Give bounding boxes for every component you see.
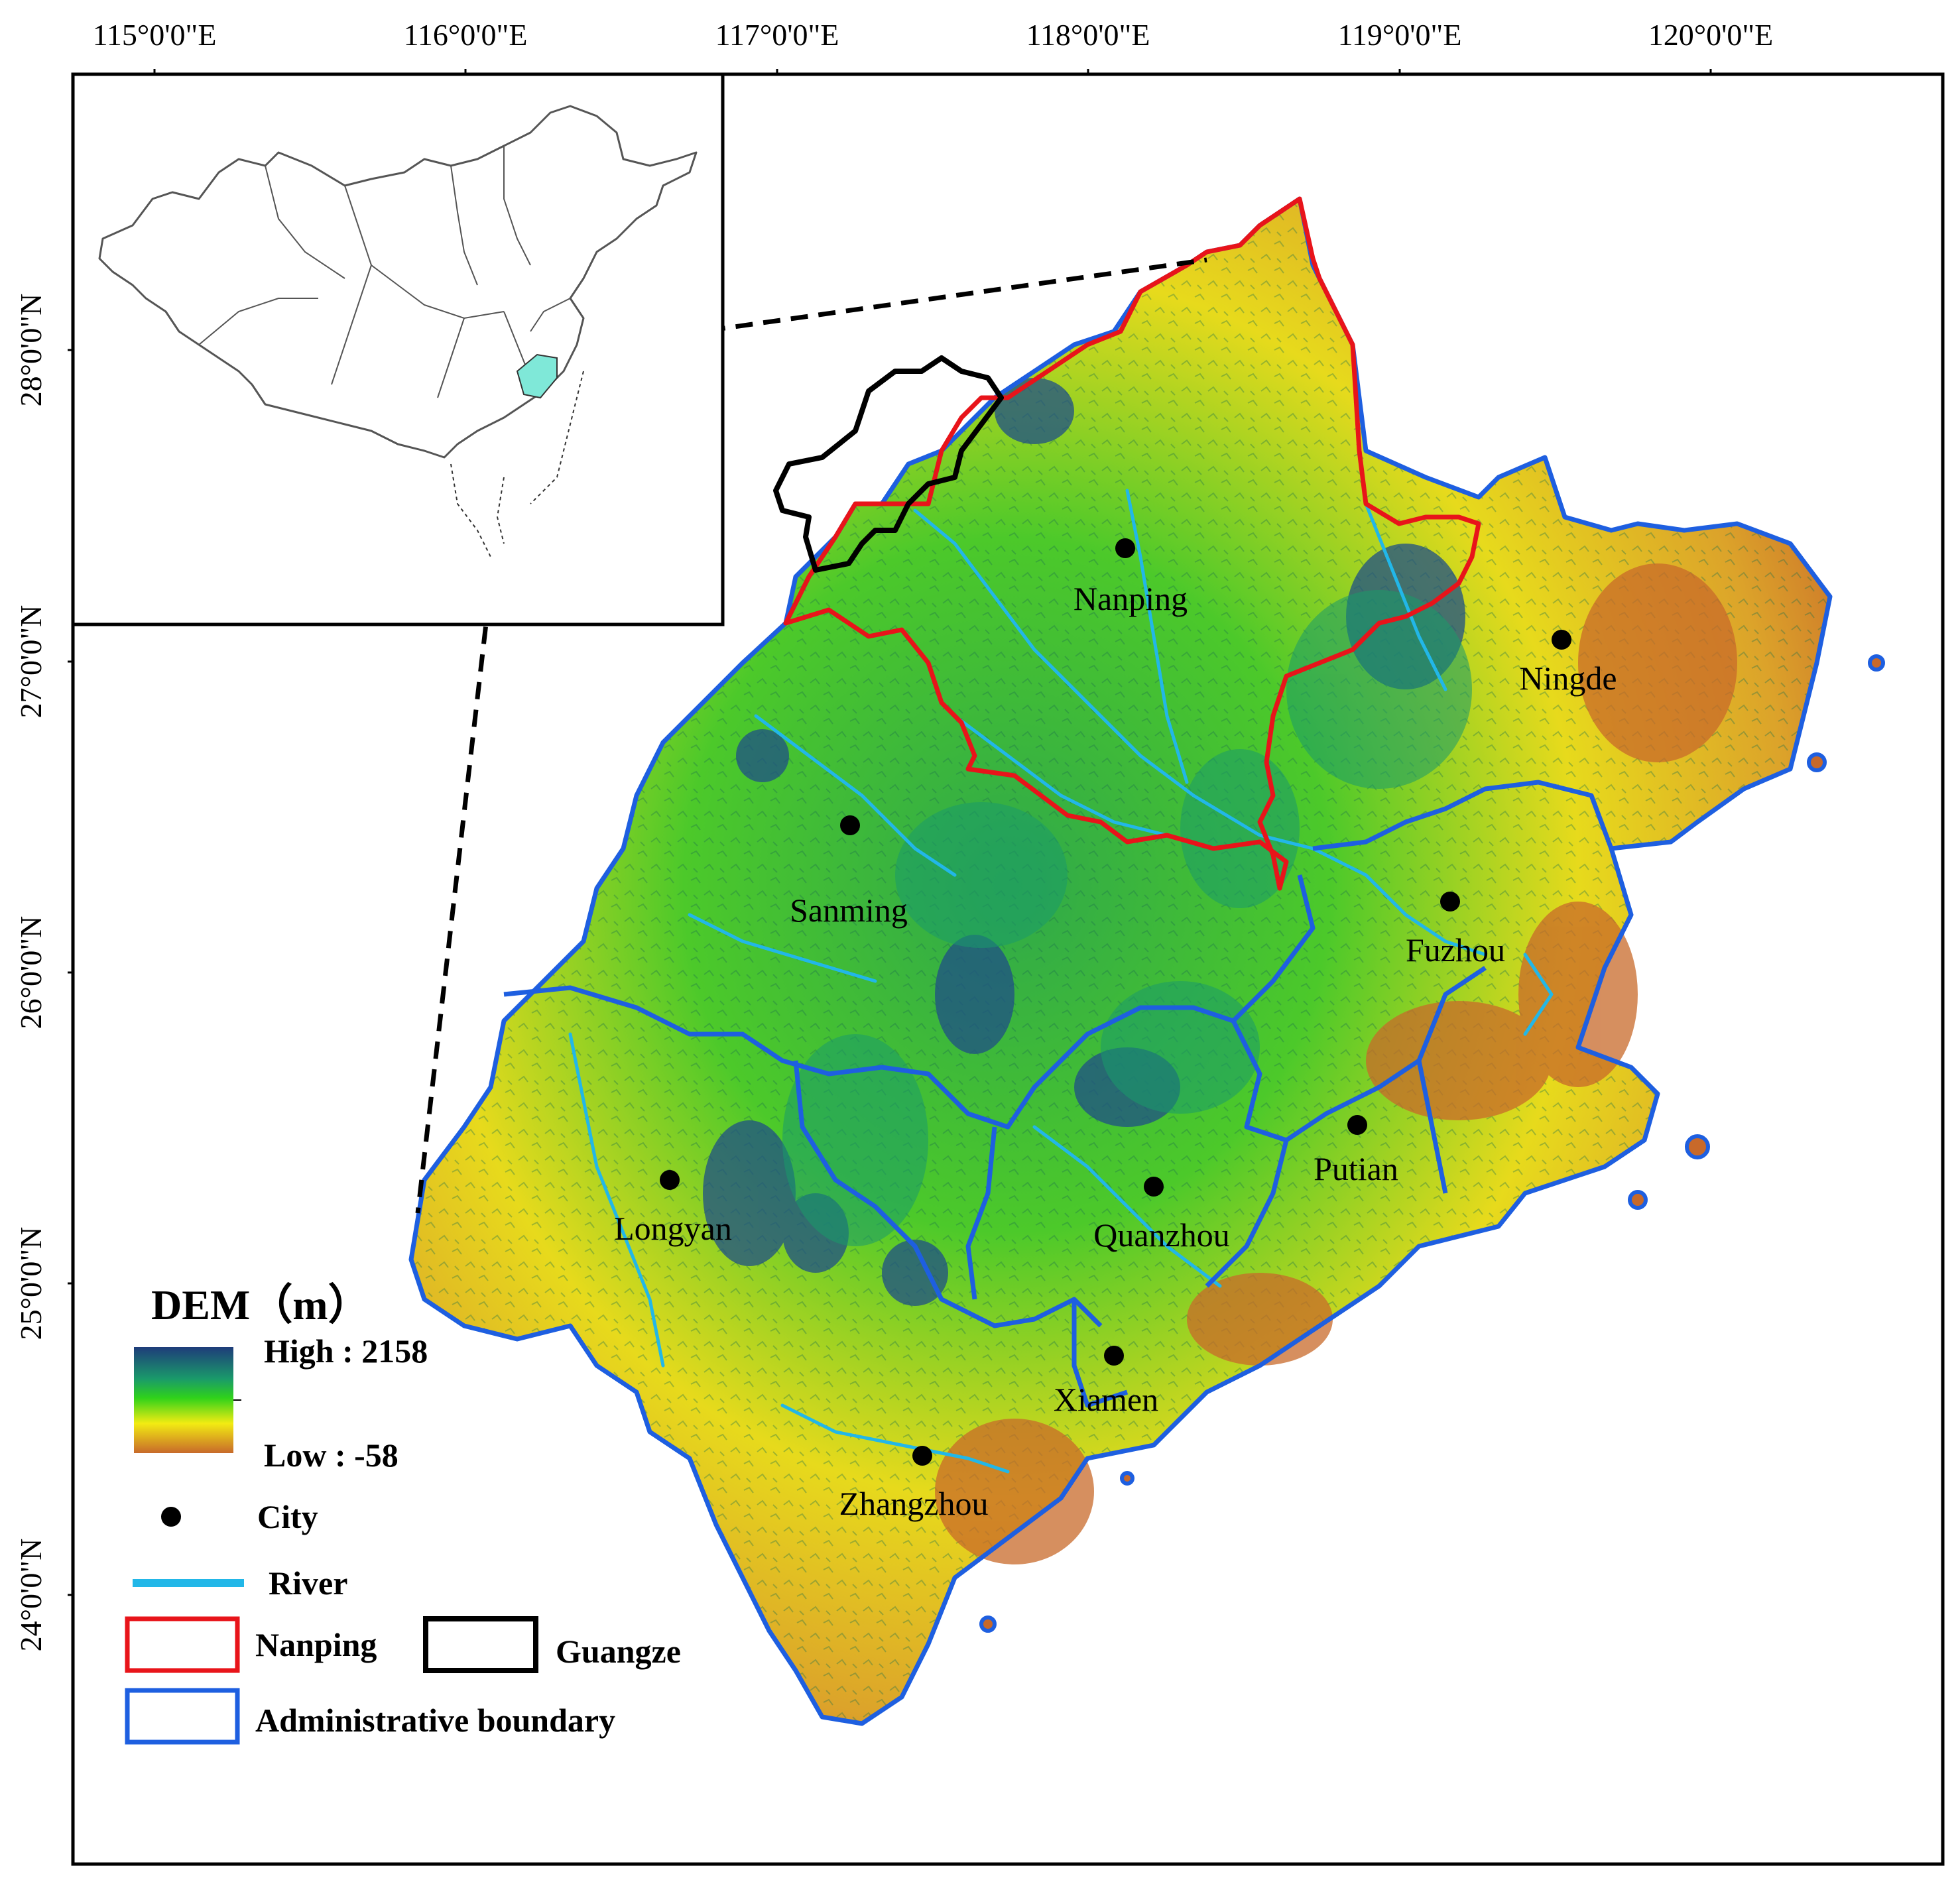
legend-river-label: River [269, 1564, 347, 1602]
city-label: Xiamen [1054, 1381, 1158, 1418]
city-marker [840, 815, 860, 835]
city-marker [1347, 1115, 1367, 1135]
lat-label: 26°0'0"N [14, 916, 48, 1029]
legend-city-label: City [257, 1498, 318, 1535]
china-provinces [198, 146, 571, 398]
city-label: Nanping [1073, 580, 1188, 617]
lon-label: 120°0'0"E [1648, 18, 1774, 52]
legend-admin-symbol [125, 1688, 240, 1745]
longitude-labels: 115°0'0"E 116°0'0"E 117°0'0"E 118°0'0"E … [93, 18, 1774, 52]
city-label: Quanzhou [1093, 1216, 1230, 1254]
south-sea-islands [450, 371, 584, 558]
city-label: Ningde [1519, 660, 1617, 697]
lat-label: 24°0'0"N [14, 1539, 48, 1652]
legend-guangze-label: Guangze [556, 1633, 681, 1670]
city-marker [1440, 892, 1460, 911]
legend: DEM（m） High : 2158 Low : -58 City River … [125, 1281, 681, 1745]
legend-nanping-symbol [125, 1616, 240, 1673]
rivers [568, 489, 1554, 1474]
city-marker [912, 1446, 932, 1466]
nanping-boundary [783, 196, 1481, 891]
legend-nanping-label: Nanping [255, 1626, 377, 1663]
lon-label: 116°0'0"E [404, 18, 528, 52]
dem-high-label: High : 2158 [264, 1332, 428, 1370]
lon-label: 118°0'0"E [1026, 18, 1150, 52]
lat-label: 25°0'0"N [14, 1227, 48, 1340]
legend-guangze-symbol [423, 1616, 538, 1673]
guangze-boundary [773, 355, 1004, 573]
city-marker [1115, 538, 1135, 558]
dem-color-ramp [134, 1347, 233, 1453]
city-label: Zhangzhou [839, 1485, 989, 1522]
cities: Nanping Ningde Sanming Fuzhou Putian Lon… [614, 538, 1617, 1522]
city-marker [660, 1170, 680, 1190]
legend-city-symbol [161, 1507, 181, 1527]
inset-frame [71, 72, 725, 626]
legend-title: DEM（m） [151, 1281, 371, 1328]
lat-label: 28°0'0"N [14, 294, 48, 407]
china-inset [71, 72, 725, 626]
lon-label: 117°0'0"E [715, 18, 839, 52]
city-marker [1144, 1177, 1164, 1197]
latitude-labels: 28°0'0"N 27°0'0"N 26°0'0"N 25°0'0"N 24°0… [14, 294, 48, 1652]
city-label: Fuzhou [1406, 931, 1505, 969]
city-label: Sanming [790, 892, 908, 929]
city-marker [1552, 630, 1571, 650]
lon-label: 119°0'0"E [1338, 18, 1462, 52]
main-map-frame [71, 72, 1945, 1866]
lon-label: 115°0'0"E [93, 18, 217, 52]
city-label: Longyan [614, 1210, 732, 1247]
dem-low-label: Low : -58 [264, 1437, 398, 1474]
lat-label: 27°0'0"N [14, 605, 48, 719]
fujian-dem [411, 199, 1885, 1724]
fujian-highlight [516, 353, 558, 399]
legend-admin-label: Administrative boundary [255, 1702, 615, 1739]
city-marker [1104, 1346, 1124, 1366]
city-label: Putian [1314, 1150, 1398, 1187]
